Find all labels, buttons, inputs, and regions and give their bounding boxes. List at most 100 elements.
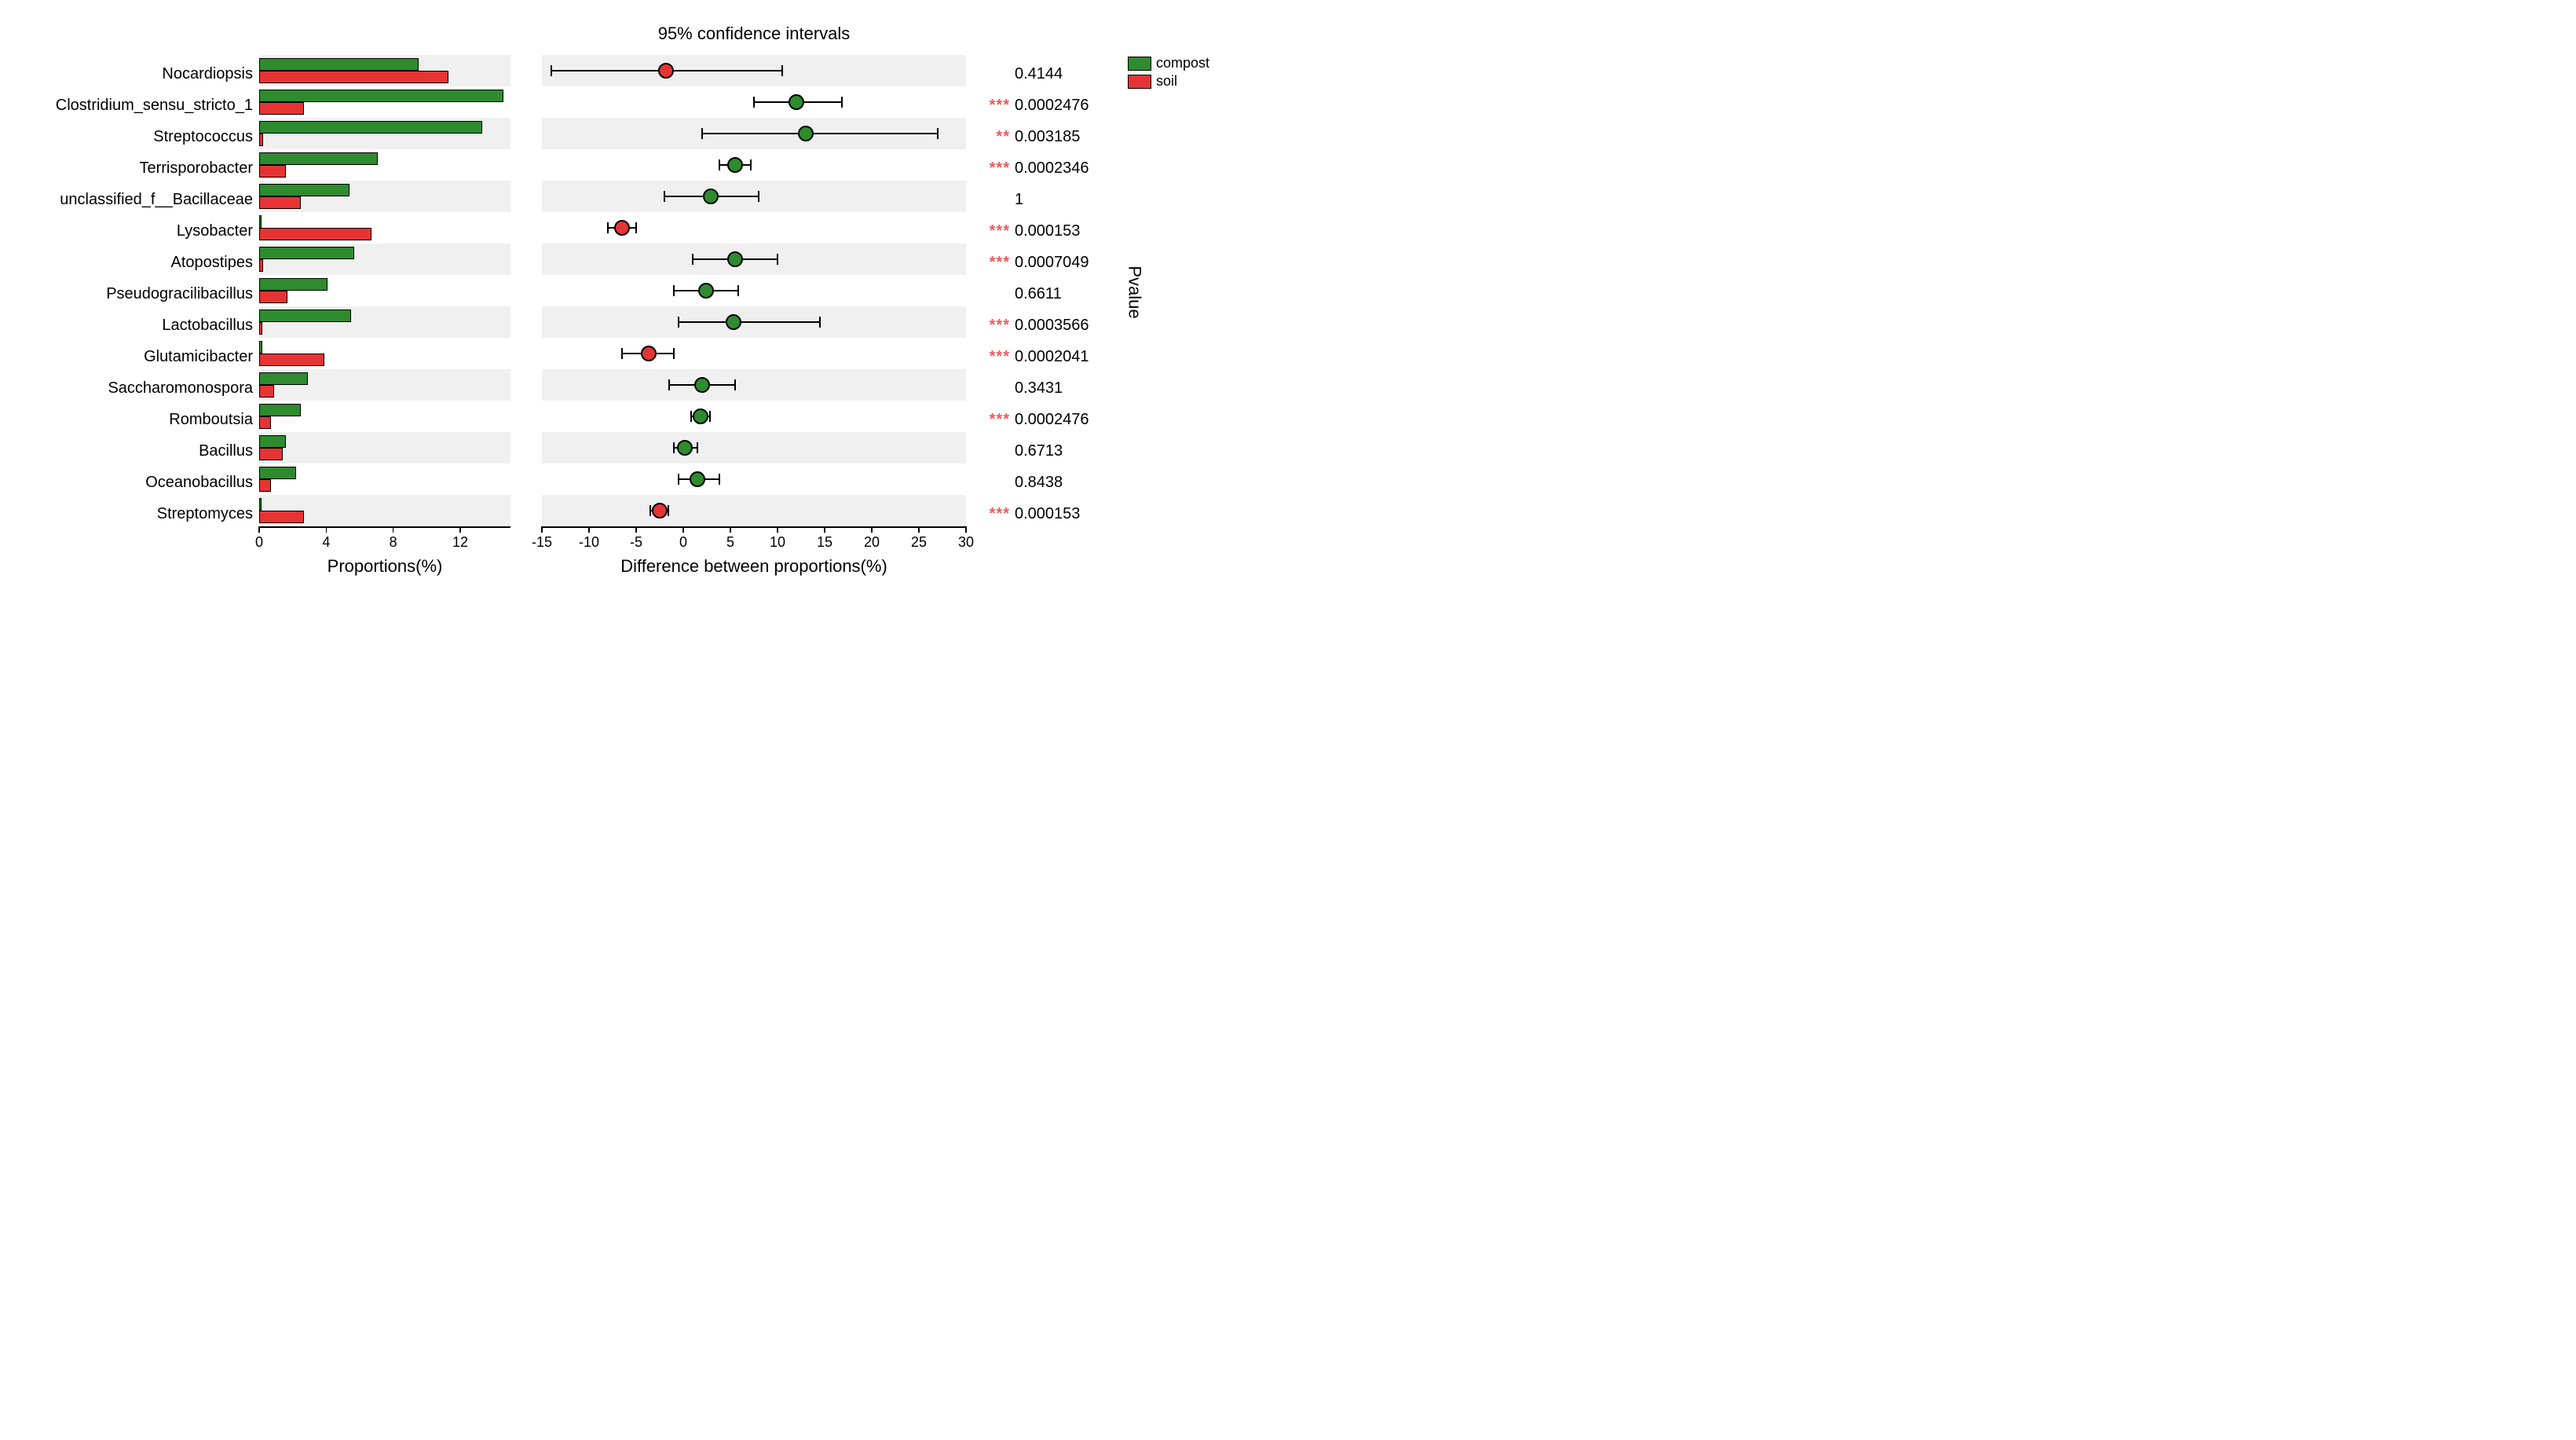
bar-compost	[259, 498, 262, 511]
axis-tick	[824, 526, 825, 533]
ci-row	[542, 306, 966, 338]
pvalue-text: 0.0002476	[1015, 97, 1089, 115]
significance-stars: ***	[980, 222, 1010, 240]
bar-row	[259, 401, 510, 432]
ci-row	[542, 118, 966, 149]
pvalue-row: *** 0.0002476	[980, 90, 1137, 121]
significance-stars: ***	[980, 97, 1010, 115]
ci-row	[542, 55, 966, 86]
bar-compost	[259, 341, 262, 354]
bar-row	[259, 369, 510, 401]
ci-row	[542, 86, 966, 118]
bar-soil	[259, 102, 304, 115]
bar-row	[259, 118, 510, 149]
pvalue-text: 0.000153	[1015, 222, 1080, 240]
pvalue-row: ***0.0002476	[980, 404, 1137, 435]
bar-soil	[259, 291, 287, 303]
pvalue-row: *** 0.000153	[980, 215, 1137, 247]
pvalue-row: ***0.0002041	[980, 341, 1137, 372]
axis-tick-label: -10	[579, 534, 599, 551]
axis-tick	[871, 526, 873, 533]
ci-cap-high	[777, 254, 778, 265]
ci-row	[542, 401, 966, 432]
axis-tick	[777, 526, 778, 533]
axis-tick-label: 8	[390, 534, 397, 551]
ci-cap-low	[678, 317, 679, 328]
bar-soil	[259, 259, 263, 272]
ci-cap-high	[781, 65, 783, 76]
axis-tick-label: 15	[817, 534, 832, 551]
bar-soil	[259, 511, 304, 523]
bar-soil	[259, 196, 301, 209]
bar-soil	[259, 71, 448, 83]
ci-x-axis: -15-10-5051015202530	[542, 526, 966, 528]
ci-row	[542, 432, 966, 464]
axis-tick-label: -5	[630, 534, 642, 551]
bar-compost	[259, 247, 354, 259]
taxon-label: Clostridium_sensu_stricto_1	[31, 90, 259, 121]
significance-stars: ***	[980, 411, 1010, 429]
ci-title: 95% confidence intervals	[542, 24, 966, 44]
bar-row	[259, 275, 510, 306]
bar-plot-area	[259, 55, 510, 526]
legend: compost soil	[1128, 55, 1209, 91]
ci-cap-low	[701, 128, 703, 139]
bar-compost	[259, 215, 262, 228]
ci-cap-low	[664, 191, 665, 202]
bar-x-axis-title: Proportions(%)	[259, 556, 510, 577]
bar-compost	[259, 310, 351, 322]
bar-soil	[259, 479, 271, 492]
bar-row	[259, 432, 510, 464]
ci-cap-high	[819, 317, 821, 328]
axis-tick-label: 12	[452, 534, 468, 551]
ci-x-axis-title: Difference between proportions(%)	[542, 556, 966, 577]
taxon-label: Saccharomonospora	[31, 372, 259, 404]
ci-cap-low	[673, 285, 675, 296]
pvalue-column: Pvalue 0.4144***0.0002476**0.003185***0.…	[980, 55, 1137, 529]
bar-soil	[259, 354, 324, 366]
ci-cap-high	[719, 474, 720, 485]
ci-cap-low	[607, 222, 609, 233]
ci-cap-high	[737, 285, 739, 296]
bar-compost	[259, 435, 286, 448]
taxon-label: Pseudogracilibacillus	[31, 278, 259, 310]
taxon-label: Streptococcus	[31, 121, 259, 152]
legend-item: soil	[1128, 73, 1209, 90]
axis-tick	[326, 526, 327, 533]
pvalue-text: 0.6713	[1015, 442, 1063, 460]
ci-cap-low	[719, 159, 720, 170]
pvalue-row: 0.8438	[980, 467, 1137, 498]
chart-container: compost soil NocardiopsisClostridium_sens…	[31, 55, 1209, 577]
axis-tick	[682, 526, 684, 533]
taxon-label: Lactobacillus	[31, 310, 259, 341]
legend-item: compost	[1128, 55, 1209, 71]
ci-dot	[677, 440, 693, 456]
axis-tick-label: 0	[679, 534, 687, 551]
taxon-label: Nocardiopsis	[31, 58, 259, 90]
bar-row	[259, 55, 510, 86]
bar-row	[259, 212, 510, 244]
pvalue-text: 0.6611	[1015, 285, 1062, 303]
ci-cap-high	[709, 411, 711, 422]
ci-cap-high	[668, 505, 669, 516]
bar-soil	[259, 416, 271, 429]
pvalue-row: ***0.0003566	[980, 310, 1137, 341]
significance-stars: ***	[980, 505, 1010, 523]
ci-dot	[690, 471, 705, 487]
ci-row	[542, 464, 966, 495]
axis-tick	[918, 526, 920, 533]
bar-row	[259, 464, 510, 495]
bar-soil	[259, 165, 286, 178]
y-labels-column: NocardiopsisClostridium_sensu_stricto_1S…	[31, 55, 259, 529]
ci-dot	[652, 503, 668, 518]
pvalue-text: 0.0003566	[1015, 317, 1089, 335]
ci-whisker	[679, 321, 820, 323]
bar-row	[259, 244, 510, 275]
ci-cap-low	[753, 97, 755, 108]
pvalue-text: 0.000153	[1015, 505, 1080, 523]
ci-plot-area	[542, 55, 966, 526]
taxon-label: Romboutsia	[31, 404, 259, 435]
axis-tick	[635, 526, 637, 533]
bar-compost	[259, 152, 378, 165]
bar-compost	[259, 58, 419, 71]
